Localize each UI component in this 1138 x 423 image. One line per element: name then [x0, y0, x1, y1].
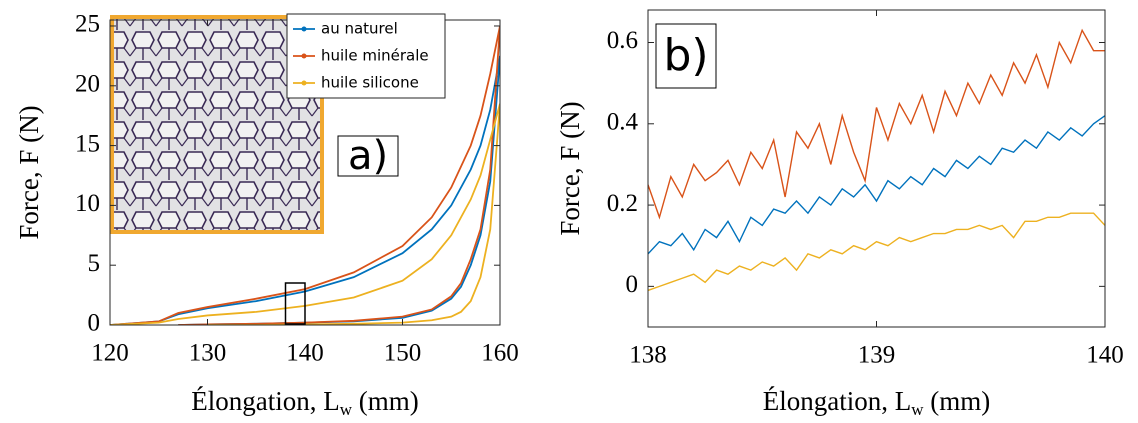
x-tick-label: 138: [629, 342, 667, 369]
x-tick-label: 139: [858, 342, 896, 369]
y-tick-label: 0.2: [607, 190, 638, 217]
legend-marker: [301, 26, 307, 32]
x-axis-label: Élongation, Lw (mm): [763, 386, 991, 419]
x-tick-label: 140: [1086, 342, 1124, 369]
annotation-box: [655, 23, 717, 89]
x-axis-label-part: (mm): [924, 386, 991, 416]
plot-area: [648, 28, 1105, 292]
data-line: [110, 25, 500, 325]
y-tick-label: 10: [75, 190, 100, 217]
legend-label: huile minérale: [321, 47, 429, 65]
x-tick-label: 160: [481, 340, 519, 367]
y-axis-label: Force, F (N): [555, 101, 585, 235]
y-tick-label: 0: [88, 310, 101, 337]
legend-marker: [301, 80, 307, 86]
panel-annotation: a): [348, 133, 388, 179]
x-axis-label: Élongation, Lw (mm): [191, 386, 419, 419]
y-tick-label: 20: [75, 71, 100, 98]
x-tick-label: 140: [286, 340, 324, 367]
data-line: [648, 28, 1105, 220]
y-tick-label: 5: [88, 250, 101, 277]
y-axis-label: Force, F (N): [14, 105, 44, 239]
legend-label: huile silicone: [321, 74, 419, 92]
panel-annotation: b): [663, 30, 708, 81]
y-tick-label: 0.6: [607, 27, 638, 54]
x-tick-label: 130: [189, 340, 227, 367]
legend-marker: [301, 53, 307, 59]
x-axis-label-part: w: [340, 400, 353, 419]
axes-frame: [647, 9, 1106, 328]
y-tick-label: 0.4: [607, 109, 639, 136]
x-tick-label: 150: [384, 340, 422, 367]
annotation-box: [337, 135, 399, 177]
x-axis-label-part: w: [911, 400, 924, 419]
y-tick-label: 0: [626, 271, 639, 298]
x-tick-label: 120: [91, 340, 129, 367]
data-line: [648, 115, 1105, 255]
y-tick-label: 25: [75, 11, 100, 38]
x-axis-label-part: (mm): [352, 386, 419, 416]
legend-label: au naturel: [321, 20, 398, 38]
x-axis-label-part: Élongation, L: [763, 386, 911, 416]
zoom-box: [284, 282, 306, 325]
data-line: [648, 212, 1105, 292]
x-axis-label-part: Élongation, L: [191, 386, 339, 416]
y-tick-label: 15: [75, 130, 100, 157]
